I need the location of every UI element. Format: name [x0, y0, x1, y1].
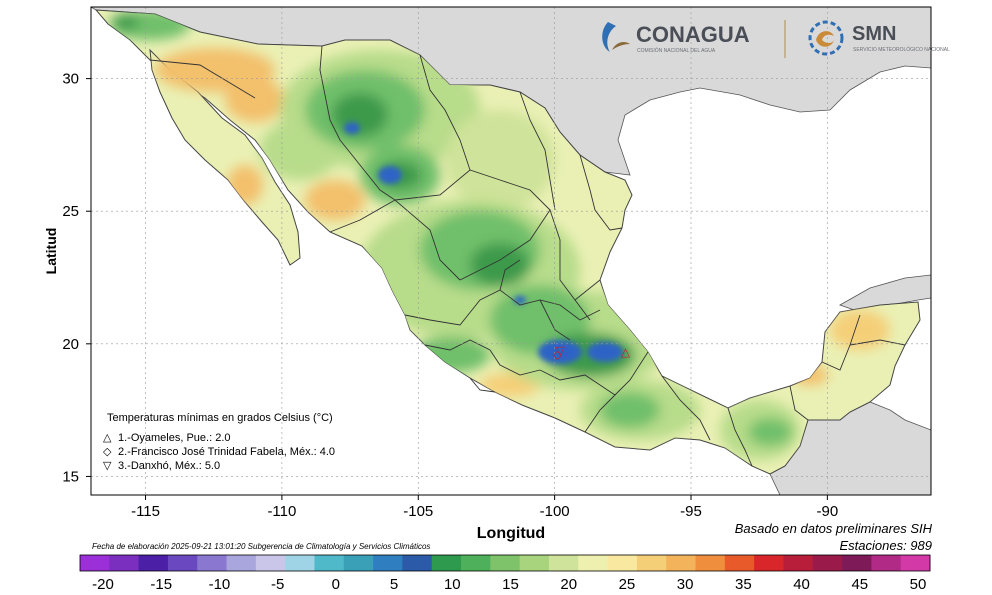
conagua-name: CONAGUA — [636, 22, 750, 47]
station-markers: △ ◇▽ — [553, 343, 631, 361]
colorbar-label: 20 — [560, 576, 577, 593]
x-tick-label: -115 — [131, 503, 160, 520]
colorbar-label: 35 — [735, 576, 752, 593]
colorbar-swatch — [373, 555, 403, 571]
colorbar-swatch — [607, 555, 638, 571]
smn-gear-icon — [808, 20, 844, 56]
smn-name: SMN — [852, 23, 896, 45]
colorbar-swatch — [285, 555, 315, 571]
map-frame — [90, 6, 932, 496]
x-tick-label: -105 — [403, 503, 433, 520]
colorbar-labels: -20 -15 -10 -5 0 5 10 15 20 25 30 35 40 45 50 — [92, 576, 926, 593]
temperature-field — [110, 10, 890, 460]
station-marker: ◇ — [553, 347, 563, 361]
state-boundaries — [149, 45, 906, 467]
colorbar-swatch — [431, 555, 462, 571]
colorbar-swatch — [842, 555, 872, 571]
x-tick-label: -110 — [267, 503, 296, 520]
colorbar-swatch — [226, 555, 257, 571]
colorbar-swatch — [461, 555, 491, 571]
legend-item-2: 2.-Francisco José Trinidad Fabela, Méx.:… — [118, 446, 335, 458]
colorbar-swatch — [80, 555, 110, 571]
colorbar-label: 15 — [502, 576, 519, 593]
colorbar-label: 30 — [677, 576, 694, 593]
legend-item-3-symbol: ▽ — [103, 460, 112, 472]
colorbar-label: -5 — [271, 576, 284, 593]
date-note: Fecha de elaboración 2025-09-21 13:01:20… — [92, 542, 431, 551]
x-tick-label: -95 — [680, 503, 702, 520]
colorbar-swatch — [548, 555, 579, 571]
y-axis-title: Latitud — [43, 228, 59, 275]
colorbar-swatch — [871, 555, 902, 571]
conagua-subtitle: COMISIÓN NACIONAL DEL AGUA — [637, 47, 716, 54]
source-note: Basado en datos preliminares SIH — [734, 521, 932, 536]
colorbar-swatch — [138, 555, 169, 571]
colorbar-swatch — [402, 555, 433, 571]
conagua-logo: CONAGUA COMISIÓN NACIONAL DEL AGUA — [602, 22, 750, 54]
x-axis-ticks: -115 -110 -105 -100 -95 -90 — [131, 495, 838, 520]
smn-swirl-icon — [816, 31, 834, 47]
colorbar-swatch — [343, 555, 374, 571]
y-axis-ticks: 15 20 25 30 — [62, 71, 91, 485]
y-tick-label: 30 — [62, 71, 79, 88]
colorbar-label: 50 — [910, 576, 927, 593]
colorbar-swatch — [636, 555, 667, 571]
smn-logo: SMN SERVICIO METEOROLÓGICO NACIONAL — [808, 20, 950, 56]
colorbar-swatch — [812, 555, 843, 571]
y-tick-label: 15 — [62, 468, 79, 485]
legend-item-1-symbol: △ — [103, 432, 112, 444]
smn-subtitle: SERVICIO METEOROLÓGICO NACIONAL — [853, 46, 950, 53]
colorbar-swatch — [167, 555, 198, 571]
station-marker: △ — [621, 345, 631, 359]
grid-lines — [91, 7, 931, 495]
colorbar-swatch — [314, 555, 345, 571]
colorbar-label: 25 — [619, 576, 636, 593]
colorbar-swatch — [783, 555, 814, 571]
colorbar-label: 40 — [793, 576, 810, 593]
colorbar-label: -20 — [92, 576, 114, 593]
station-legend: Temperaturas mínimas en grados Celsius (… — [103, 412, 335, 472]
colorbar-label: 45 — [851, 576, 868, 593]
legend-item-2-symbol: ◇ — [103, 446, 112, 458]
y-tick-label: 20 — [62, 336, 79, 353]
colorbar-swatch — [519, 555, 550, 571]
colorbar-label: -15 — [150, 576, 172, 593]
x-tick-label: -100 — [540, 503, 570, 520]
colorbar-swatch — [754, 555, 784, 571]
x-axis-title: Longitud — [477, 525, 545, 542]
colorbar-swatch — [197, 555, 228, 571]
colorbar-swatch — [724, 555, 755, 571]
colorbar-outline — [79, 554, 931, 572]
colorbar-label: -10 — [209, 576, 231, 593]
water-drop-icon — [602, 22, 616, 52]
colorbar — [79, 554, 931, 572]
stations-note: Estaciones: 989 — [839, 538, 932, 553]
legend-item-3: 3.-Danxhó, Méx.: 5.0 — [118, 460, 220, 472]
colorbar-label: 0 — [332, 576, 340, 593]
legend-item-1: 1.-Oyameles, Pue.: 2.0 — [118, 432, 231, 444]
colorbar-swatch — [109, 555, 140, 571]
legend-title: Temperaturas mínimas en grados Celsius (… — [107, 412, 333, 424]
colorbar-swatch — [900, 555, 931, 571]
colorbar-swatch — [490, 555, 521, 571]
colorbar-swatch — [578, 555, 609, 571]
colorbar-swatch — [695, 555, 726, 571]
station-marker: ▽ — [555, 343, 565, 357]
colorbar-swatch — [666, 555, 697, 571]
colorbar-swatch — [255, 555, 286, 571]
y-tick-label: 25 — [62, 203, 79, 220]
x-tick-label: -90 — [817, 503, 839, 520]
colorbar-label: 5 — [390, 576, 398, 593]
colorbar-label: 10 — [444, 576, 461, 593]
